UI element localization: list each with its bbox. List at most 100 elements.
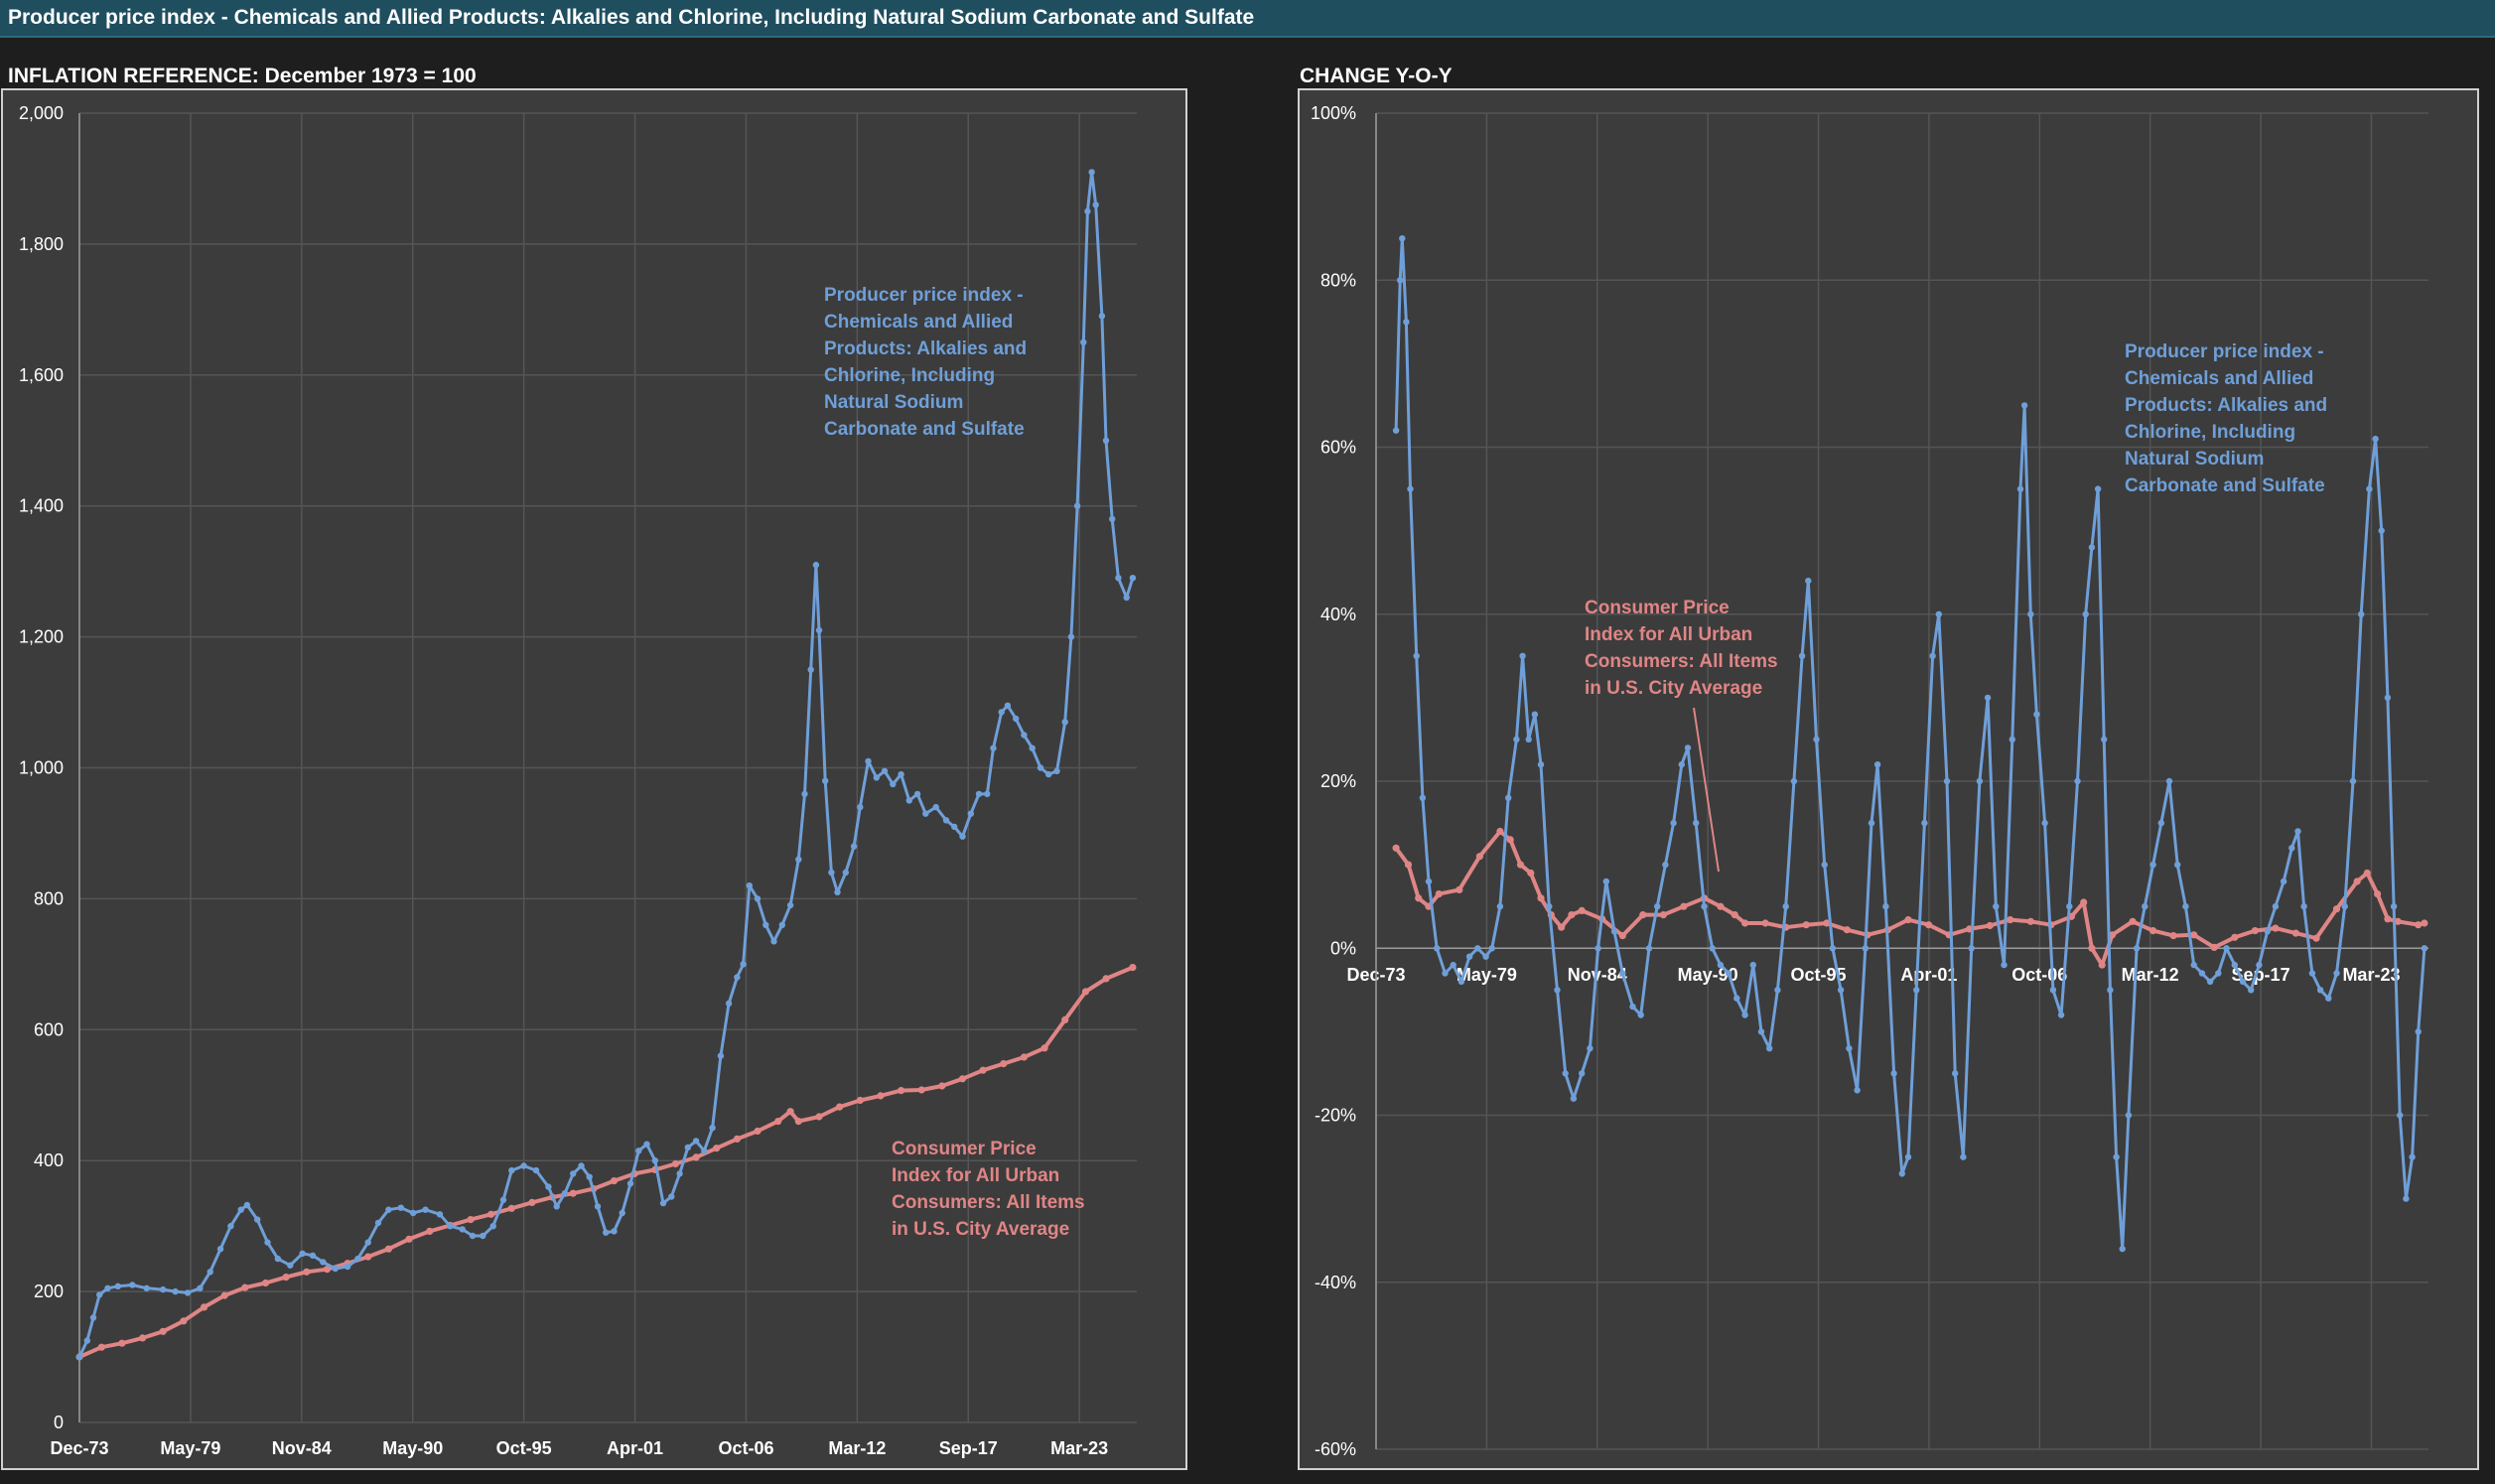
right-ppi-point bbox=[2119, 1245, 2126, 1253]
right-y-tick-label: 40% bbox=[1320, 605, 1356, 624]
left-cpi-point bbox=[159, 1327, 167, 1335]
right-ppi-point bbox=[1701, 903, 1708, 910]
right-ppi-point bbox=[2421, 945, 2428, 952]
right-y-tick-label: -40% bbox=[1315, 1273, 1356, 1292]
right-ppi-point bbox=[2206, 978, 2214, 986]
right-ppi-point bbox=[2094, 485, 2102, 492]
left-ppi-point bbox=[967, 810, 974, 817]
left-ppi-point bbox=[459, 1226, 466, 1233]
right-ppi-point bbox=[2409, 1153, 2416, 1160]
right-x-tick-label: Oct-06 bbox=[2011, 965, 2067, 985]
left-ppi-point bbox=[254, 1216, 261, 1223]
right-cpi-point bbox=[2384, 915, 2392, 923]
right-ppi-point bbox=[1434, 945, 1441, 952]
right-cpi-point bbox=[1639, 911, 1647, 919]
right-cpi-point bbox=[1435, 890, 1443, 898]
right-ppi-label-line: Chemicals and Allied bbox=[2125, 368, 2313, 389]
right-cpi-label-line: Index for All Urban bbox=[1585, 624, 1752, 645]
right-cpi-point bbox=[1415, 894, 1423, 902]
left-ppi-point bbox=[374, 1219, 382, 1227]
left-ppi-point bbox=[409, 1209, 417, 1217]
right-ppi-point bbox=[2101, 736, 2108, 743]
left-ppi-point bbox=[447, 1223, 454, 1230]
right-ppi-point bbox=[2074, 777, 2081, 785]
right-y-tick-label: 20% bbox=[1320, 771, 1356, 791]
right-ppi-point bbox=[1629, 1003, 1636, 1011]
left-ppi-point bbox=[489, 1223, 496, 1230]
left-ppi-point bbox=[905, 797, 912, 804]
left-ppi-point bbox=[942, 817, 950, 824]
right-ppi-point bbox=[2066, 903, 2073, 910]
right-cpi-leader-line bbox=[1693, 707, 1720, 873]
left-y-tick-label: 600 bbox=[34, 1019, 64, 1039]
right-ppi-point bbox=[2198, 970, 2206, 977]
left-ppi-point bbox=[309, 1252, 317, 1260]
right-ppi-point bbox=[1587, 1045, 1594, 1052]
left-cpi-point bbox=[938, 1082, 946, 1090]
left-y-tick-label: 1,600 bbox=[19, 365, 64, 385]
right-ppi-point bbox=[2174, 861, 2181, 869]
right-ppi-point bbox=[1678, 761, 1685, 768]
right-cpi-point bbox=[2190, 931, 2198, 939]
right-ppi-point bbox=[1766, 1045, 1773, 1052]
right-ppi-point bbox=[1882, 903, 1889, 910]
left-cpi-point bbox=[180, 1317, 188, 1325]
right-ppi-point bbox=[1693, 819, 1700, 827]
left-ppi-point bbox=[786, 901, 794, 909]
right-ppi-point bbox=[2325, 995, 2332, 1002]
right-ppi-point bbox=[2272, 903, 2280, 910]
left-ppi-point bbox=[332, 1265, 339, 1273]
right-cpi-point bbox=[1843, 926, 1851, 934]
right-ppi-label-line: Carbonate and Sulfate bbox=[2125, 475, 2325, 496]
right-ppi-point bbox=[2403, 1195, 2410, 1202]
left-x-tick-label: May-79 bbox=[160, 1438, 220, 1458]
left-cpi-point bbox=[405, 1235, 413, 1243]
right-ppi-point bbox=[2133, 945, 2141, 952]
right-cpi-point bbox=[1802, 921, 1810, 929]
left-cpi-point bbox=[1129, 964, 1137, 972]
right-ppi-point bbox=[2009, 736, 2015, 743]
right-ppi-point bbox=[1425, 877, 1433, 885]
right-ppi-point bbox=[2041, 819, 2048, 827]
right-plot-area bbox=[1298, 88, 2479, 1470]
left-cpi-point bbox=[815, 1113, 823, 1121]
left-ppi-label-line: Producer price index - bbox=[824, 285, 1024, 306]
right-ppi-point bbox=[1757, 1028, 1765, 1035]
right-ppi-point bbox=[2107, 987, 2114, 994]
right-cpi-point bbox=[1659, 911, 1667, 919]
right-ppi-point bbox=[2049, 987, 2057, 994]
left-ppi-point bbox=[754, 895, 762, 902]
right-ppi-point bbox=[1562, 1070, 1569, 1077]
right-ppi-point bbox=[2264, 928, 2271, 935]
left-ppi-point bbox=[1045, 770, 1052, 778]
left-y-tick-label: 1,800 bbox=[19, 234, 64, 254]
right-ppi-point bbox=[1496, 903, 1504, 910]
left-ppi-point bbox=[75, 1353, 83, 1361]
right-y-tick-label: 60% bbox=[1320, 438, 1356, 458]
left-panel-label: INFLATION REFERENCE: December 1973 = 100 bbox=[8, 65, 477, 87]
right-ppi-point bbox=[1407, 485, 1414, 492]
left-ppi-point bbox=[998, 709, 1005, 716]
left-ppi-point bbox=[717, 1052, 725, 1059]
right-ppi-point bbox=[1392, 427, 1400, 434]
right-ppi-point bbox=[1413, 652, 1420, 659]
left-cpi-point bbox=[877, 1092, 885, 1100]
left-y-tick-label: 2,000 bbox=[19, 103, 64, 123]
left-ppi-point bbox=[160, 1285, 167, 1293]
right-ppi-point bbox=[2033, 711, 2040, 718]
left-ppi-label-line: Chlorine, Including bbox=[824, 365, 995, 386]
left-ppi-point bbox=[740, 961, 747, 968]
left-cpi-point bbox=[1102, 975, 1110, 983]
right-ppi-point bbox=[2280, 877, 2287, 885]
left-cpi-label-line: in U.S. City Average bbox=[892, 1219, 1069, 1240]
right-ppi-point bbox=[1579, 1070, 1586, 1077]
right-ppi-point bbox=[1442, 970, 1449, 977]
right-ppi-point bbox=[2333, 970, 2340, 977]
right-y-tick-label: 0% bbox=[1330, 938, 1356, 958]
right-ppi-point bbox=[1419, 794, 1427, 801]
left-ppi-point bbox=[207, 1269, 213, 1276]
right-ppi-point bbox=[1798, 652, 1806, 659]
right-cpi-point bbox=[1924, 921, 1933, 929]
right-x-tick-label: May-90 bbox=[1678, 965, 1738, 985]
left-ppi-point bbox=[692, 1138, 700, 1145]
